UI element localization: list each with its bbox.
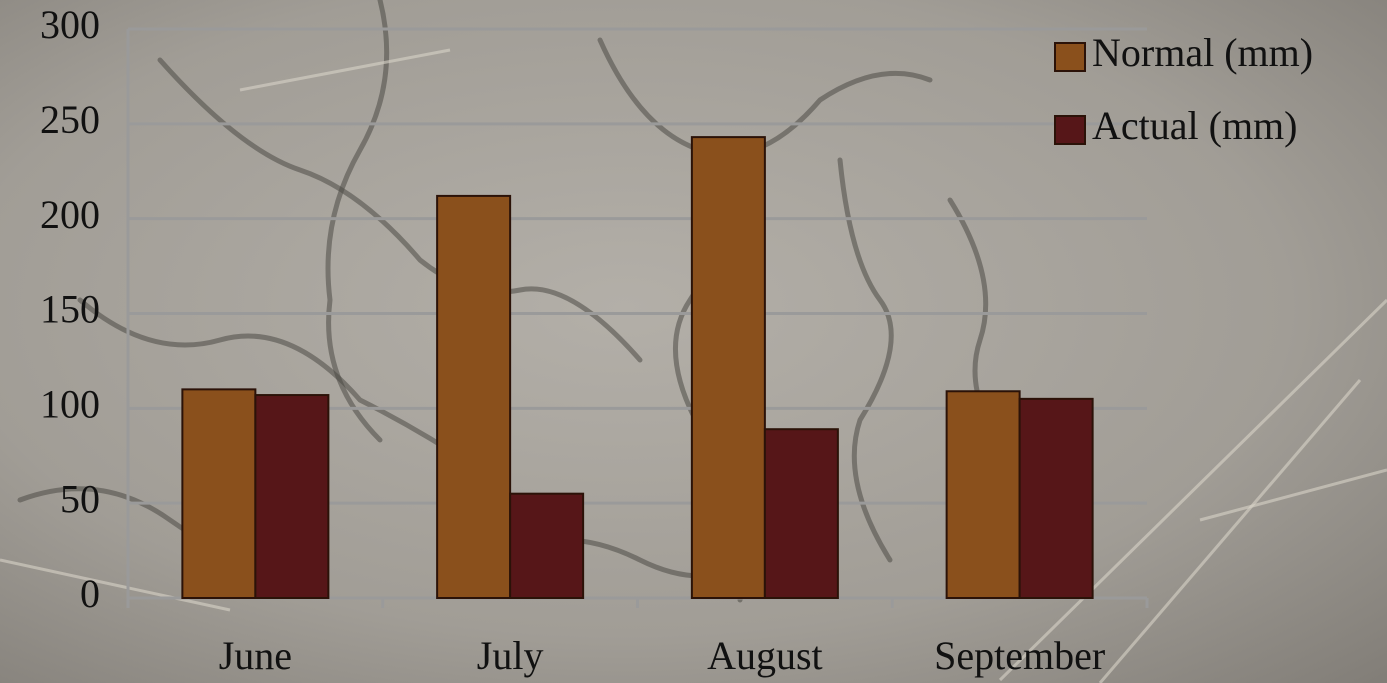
- bar: [945, 390, 1021, 599]
- y-tick-label: 200: [40, 192, 100, 237]
- bar: [254, 394, 330, 599]
- y-tick-label: 150: [40, 287, 100, 332]
- y-tick-label: 100: [40, 382, 100, 427]
- bar: [763, 428, 839, 599]
- bar: [436, 194, 512, 599]
- bar: [1018, 397, 1094, 599]
- legend-label: Normal (mm): [1092, 30, 1313, 75]
- legend-swatch: [1054, 115, 1086, 145]
- legend-label: Actual (mm): [1092, 103, 1298, 148]
- legend-swatch: [1054, 42, 1086, 72]
- x-tick-label: July: [477, 633, 544, 678]
- y-tick-label: 250: [40, 97, 100, 142]
- x-tick-label: September: [934, 633, 1105, 678]
- bar: [690, 136, 766, 600]
- y-tick-label: 50: [60, 476, 100, 521]
- x-tick-label: June: [219, 633, 292, 678]
- y-tick-label: 300: [40, 2, 100, 47]
- y-tick-label: 0: [80, 571, 100, 616]
- x-tick-label: August: [707, 633, 823, 678]
- bar: [509, 492, 585, 599]
- bar: [181, 388, 257, 599]
